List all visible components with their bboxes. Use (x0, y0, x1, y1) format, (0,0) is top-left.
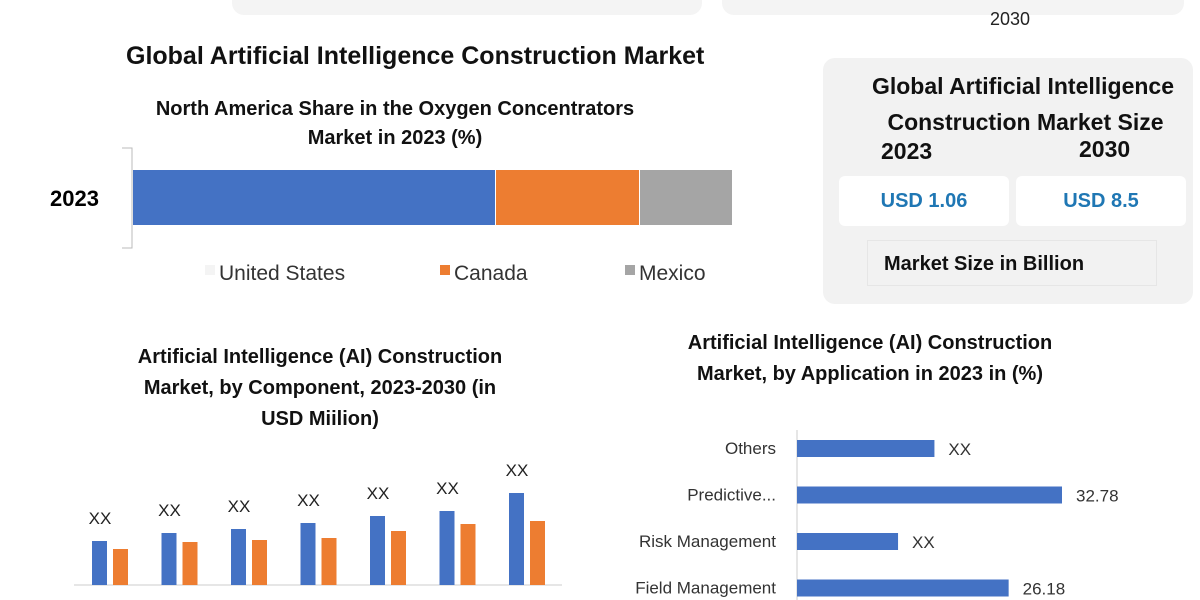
title-line: Artificial Intelligence (AI) Constructio… (687, 332, 1053, 354)
application-chart: Others XX Predictive... 32.78 Risk Managemen… (635, 430, 1119, 600)
bar-series-1 (300, 523, 316, 585)
bar-series-2 (113, 549, 128, 585)
bar-series-2 (391, 531, 406, 585)
bar (797, 486, 1062, 504)
component-chart: XX XX XX XX XX XX XX (74, 461, 562, 586)
data-label: XX (228, 497, 251, 516)
category-label: Predictive... (687, 486, 776, 505)
data-label: XX (912, 533, 935, 552)
year-2030: 2030 (1079, 136, 1131, 162)
bar (797, 579, 1009, 597)
data-label: XX (436, 479, 459, 498)
bar-series-2 (182, 542, 198, 585)
data-label: XX (367, 484, 390, 503)
bar-series-2 (321, 538, 337, 585)
data-label: XX (158, 501, 181, 520)
summary-card: Global Artificial Intelligence Construct… (823, 58, 1193, 304)
data-label: 26.18 (1023, 580, 1066, 599)
component-chart-title: Artificial Intelligence (AI) Constructio… (90, 342, 550, 435)
data-label: 32.78 (1076, 487, 1119, 506)
title-line: Market in 2023 (%) (307, 127, 483, 149)
bar-canada (496, 170, 639, 225)
value-2023: USD 1.06 (839, 176, 1009, 226)
data-label: XX (948, 440, 971, 459)
bar-mexico (640, 170, 732, 225)
main-title: Global Artificial Intelligence Construct… (126, 42, 705, 70)
bar-series-1 (231, 529, 246, 585)
bar-series-2 (460, 524, 476, 585)
share-chart: 2023 United States Canada Mexico (50, 147, 732, 285)
bar-series-1 (92, 541, 107, 585)
title-line: Market, by Component, 2023-2030 (in (143, 377, 497, 399)
bar-united-states (133, 170, 495, 225)
top-card-right (722, 0, 1184, 15)
bar-series-2 (252, 540, 267, 585)
title-line: USD Miilion) (261, 408, 379, 430)
application-chart-title: Artificial Intelligence (AI) Constructio… (620, 328, 1120, 390)
bar-series-2 (530, 521, 545, 585)
summary-title: Global Artificial Intelligence Construct… (823, 68, 1193, 140)
legend-swatch (440, 265, 450, 275)
share-chart-title: North America Share in the Oxygen Concen… (110, 95, 680, 153)
category-label: Field Management (635, 579, 776, 598)
category-label: Others (725, 439, 776, 458)
bar-series-1 (370, 516, 385, 585)
value-2030: USD 8.5 (1016, 176, 1186, 226)
category-label: Risk Management (639, 532, 776, 551)
title-line: Construction Market Size (887, 109, 1164, 135)
data-label: XX (297, 491, 320, 510)
legend-label: Canada (454, 262, 528, 285)
top-caption: 2030 (990, 9, 1031, 29)
legend-label: United States (219, 262, 345, 285)
legend-swatch (205, 265, 215, 275)
title-line: Artificial Intelligence (AI) Constructio… (137, 346, 503, 368)
title-line: Market, by Application in 2023 in (%) (697, 363, 1043, 385)
top-card-left (232, 0, 702, 15)
bar (797, 440, 935, 457)
bar-series-1 (161, 533, 177, 585)
legend-label: Mexico (639, 262, 706, 285)
title-line: Global Artificial Intelligence (871, 73, 1175, 99)
bar (797, 533, 899, 550)
bar-series-1 (509, 493, 524, 585)
legend-swatch (625, 265, 635, 275)
title-line: North America Share in the Oxygen Concen… (155, 98, 635, 120)
category-label: 2023 (50, 186, 99, 211)
bar-series-1 (439, 511, 455, 585)
unit-label: Market Size in Billion (867, 240, 1157, 286)
axis-line (122, 147, 133, 249)
data-label: XX (506, 461, 529, 480)
year-2023: 2023 (881, 138, 933, 164)
data-label: XX (89, 509, 112, 528)
